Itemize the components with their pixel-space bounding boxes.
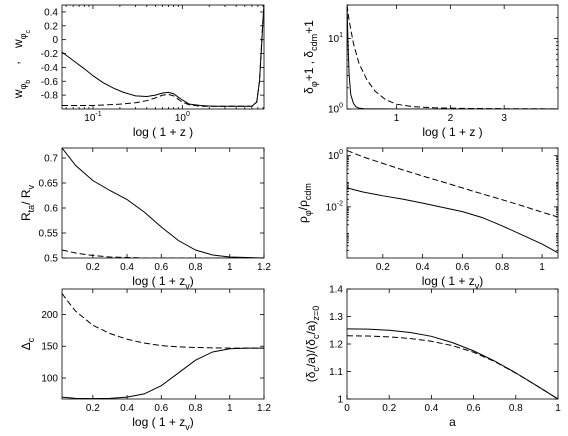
y-tick-label: -0.6	[41, 77, 59, 88]
plot-frame	[61, 4, 265, 110]
x-tick-label: 0.4	[120, 262, 134, 273]
x-tick-label: 0.8	[189, 262, 203, 273]
x-tick-label: 2	[448, 113, 454, 124]
subplot-f: 0 0.2 0.4 0.6 0.8 1 1 1.1 1.2 1.3 1.4 a (δc/a)/(δc/a…	[304, 285, 561, 430]
x-tick-label: 0.8	[509, 403, 523, 414]
y-tick-label: 100	[41, 374, 58, 385]
x-tick-label: 1	[555, 403, 561, 414]
x-tick-label: 0.6	[154, 262, 168, 273]
y-tick-label: -0.8	[41, 91, 59, 102]
x-tick-label: 0.8	[495, 262, 509, 273]
series-line-solid	[62, 347, 264, 399]
series-line-solid	[62, 148, 264, 258]
series-line-dashed	[347, 5, 558, 109]
x-tick-label: 1.2	[257, 262, 271, 273]
plot-frame	[61, 288, 265, 400]
series-line-solid	[347, 5, 558, 109]
y-tick-label: 100	[328, 149, 343, 162]
y-axis-label-separator: ,	[8, 61, 22, 64]
y-tick-label: -0.4	[41, 63, 59, 74]
x-tick-label: 3	[501, 113, 507, 124]
x-tick-label: 0.2	[86, 403, 100, 414]
y-tick-label: 100	[328, 103, 343, 116]
y-axis-label: Δc	[19, 337, 36, 350]
y-tick-label: 1.4	[329, 285, 343, 296]
x-tick-label: 1	[227, 262, 233, 273]
x-axis-label: log ( 1 + zv)	[132, 274, 194, 291]
y-tick-label: 1.1	[329, 367, 343, 378]
y-tick-label: 0.6	[44, 204, 58, 215]
x-tick-label: 0.4	[416, 262, 430, 273]
x-axis-label: a	[449, 415, 456, 429]
y-tick-label: 1.2	[329, 340, 343, 351]
subplot-d: 0.2 0.4 0.6 0.8 1 100 10-2 log ( 1 + zv) ρφ/ρcdm	[296, 147, 559, 291]
x-tick-label: 0.6	[154, 403, 168, 414]
subplot-b: 1 2 3 100 101 log ( 1 + z ) δφ+1 , δcdm+1	[302, 4, 559, 139]
x-tick-label: 0.2	[382, 403, 396, 414]
x-tick-label: 0.2	[86, 262, 100, 273]
plot-frame	[61, 147, 265, 259]
series-line-dashed	[62, 5, 264, 107]
x-tick-label: 0.6	[455, 262, 469, 273]
y-axis-label-top: wφc	[11, 29, 32, 49]
y-axis-label: ρφ/ρcdm	[296, 183, 313, 223]
y-tick-label: 0.65	[39, 179, 59, 190]
x-tick-label: 0.4	[120, 403, 134, 414]
y-tick-label: 0.4	[44, 7, 58, 18]
y-tick-label: 200	[41, 310, 58, 321]
y-tick-label: 101	[328, 32, 343, 45]
x-tick-label: 1	[394, 113, 400, 124]
y-tick-label: 0.2	[44, 21, 58, 32]
x-tick-label: 0.6	[467, 403, 481, 414]
y-tick-label: -0.2	[41, 49, 59, 60]
subplot-e: 0.2 0.4 0.6 0.8 1 1.2 100 150 200 log ( 1 + zv) Δc	[19, 288, 271, 432]
series-line-solid	[347, 328, 558, 399]
series-line-solid	[62, 5, 264, 107]
x-tick-label: 0.8	[189, 403, 203, 414]
series-line-dashed	[347, 335, 558, 399]
x-tick-label: 0.4	[424, 403, 438, 414]
series-line-dashed	[347, 150, 558, 218]
series-line-solid	[347, 187, 558, 254]
y-tick-label: 10-2	[326, 200, 343, 213]
plot-frame	[346, 288, 559, 400]
x-tick-label: 10-1	[84, 111, 101, 124]
x-axis-label: log ( 1 + z )	[133, 125, 193, 139]
plot-frame	[346, 4, 559, 110]
x-tick-label: 1.2	[257, 403, 271, 414]
x-tick-label: 1	[539, 262, 545, 273]
x-tick-label: 0.2	[376, 262, 390, 273]
y-axis-label-bottom: wφb	[11, 80, 32, 100]
subplot-a: 10-1 100 0.4 0.2 0 -0.2 -0.4 -0.6 -0.8 log ( 1 + …	[8, 4, 265, 139]
y-axis-label: δφ+1 , δcdm+1	[302, 20, 319, 94]
y-tick-label: 0.7	[44, 154, 58, 165]
plot-frame	[346, 147, 559, 259]
x-axis-label: log ( 1 + z )	[422, 125, 482, 139]
x-tick-label: 100	[175, 111, 190, 124]
x-tick-label: 0	[344, 403, 350, 414]
y-tick-label: 0.5	[44, 254, 58, 265]
series-line-dashed	[62, 293, 264, 349]
subplot-c: 0.2 0.4 0.6 0.8 1 1.2 0.5 0.55 0.6 0.65 0.7 log ( 1…	[19, 147, 271, 291]
y-tick-label: 1.3	[329, 312, 343, 323]
x-axis-label: log ( 1 + zv)	[132, 415, 194, 432]
y-tick-label: 0.55	[39, 229, 59, 240]
y-axis-label: (δc/a)/(δc/a)z=0	[304, 306, 321, 382]
y-tick-label: 150	[41, 342, 58, 353]
y-tick-label: 1	[337, 395, 343, 406]
y-axis-label: Rta/ Rv	[19, 184, 36, 221]
x-axis-label: log ( 1 + zv)	[422, 274, 484, 291]
y-tick-label: 0	[52, 35, 58, 46]
x-tick-label: 1	[227, 403, 233, 414]
